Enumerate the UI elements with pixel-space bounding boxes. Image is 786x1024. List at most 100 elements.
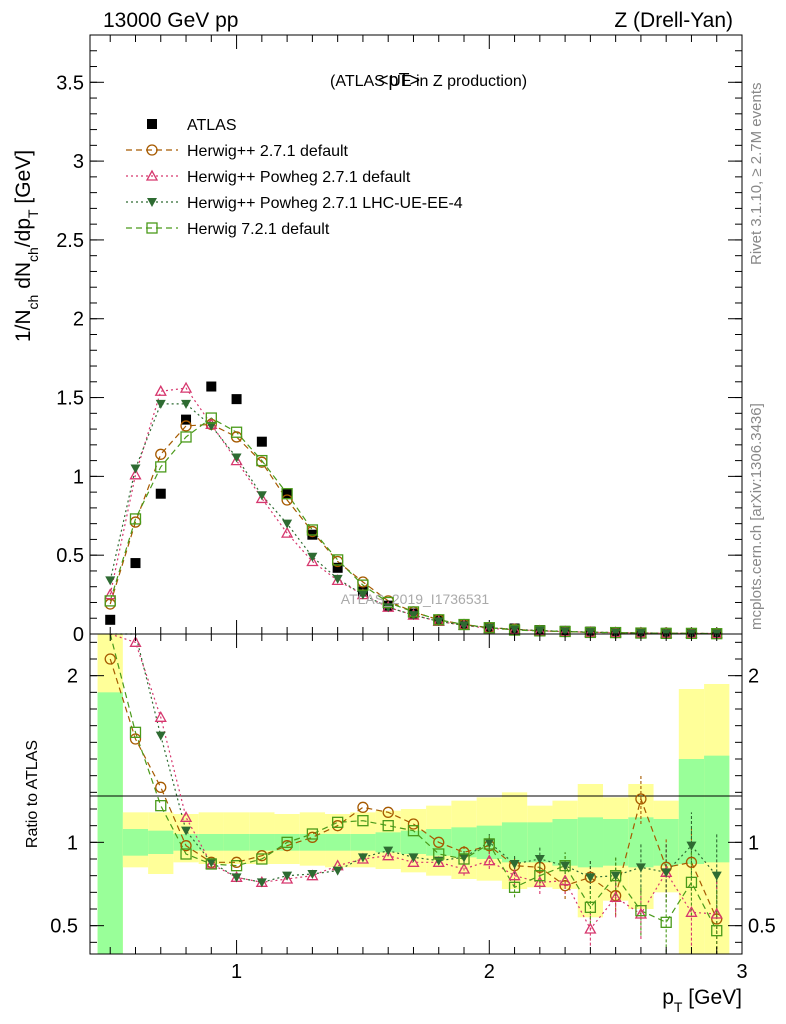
ratio-data-point <box>256 853 268 865</box>
ratio-band-inner <box>577 817 604 868</box>
ratio-data-point <box>584 922 597 934</box>
ratio-data-point <box>155 781 167 793</box>
legend-label: Herwig 7.2.1 default <box>187 221 330 238</box>
ratio-data-point <box>155 731 166 741</box>
upper-data-point <box>231 394 242 405</box>
upper-data-point <box>458 618 470 631</box>
ratio-data-point <box>181 826 192 836</box>
ratio-data-point <box>408 853 419 863</box>
rivet-label: Rivet 3.1.10, ≥ 2.7M events <box>748 83 765 266</box>
upper-data-point <box>205 412 217 424</box>
ratio-band-inner <box>400 830 427 854</box>
xlabel: pT [GeV] <box>662 986 742 1015</box>
ratio-data-point <box>459 853 470 863</box>
ratio-data-point <box>407 825 420 837</box>
upper-ticks: 0 0.5 1 1.5 2 2.5 3 3.5 <box>56 35 743 646</box>
upper-data-point <box>282 519 293 529</box>
upper-data-point <box>230 426 243 438</box>
lower-frame <box>89 633 743 955</box>
ratio-data-point <box>433 836 445 848</box>
ratio-data-point <box>180 848 192 860</box>
ratio-band-inner <box>350 834 376 851</box>
upper-data-point <box>281 488 293 500</box>
upper-data-point <box>104 588 117 600</box>
ratio-data-point <box>129 726 142 738</box>
ratio-data-point <box>508 881 521 893</box>
legend-label: Herwig++ Powheg 2.7.1 LHC-UE-EE-4 <box>187 195 463 212</box>
legend-marker <box>146 144 158 156</box>
ratio-data-point <box>483 838 495 850</box>
ratio-band-inner <box>148 830 174 854</box>
upper-ytick-label: 1.5 <box>56 388 84 410</box>
upper-data-point <box>255 492 268 504</box>
upper-data-point <box>332 574 343 584</box>
ratio-data-point <box>508 869 521 881</box>
upper-data-point <box>231 453 242 463</box>
ratio-data-point <box>206 858 217 868</box>
legend-marker <box>145 169 159 181</box>
upper-ytick-label: 1 <box>73 466 84 488</box>
upper-data-point <box>281 494 293 506</box>
upper-ylabel: 1/Nch dNch/dpT [GeV] <box>12 150 41 342</box>
ratio-bands <box>97 634 730 954</box>
upper-data-point <box>433 617 444 627</box>
upper-data-point <box>130 558 141 569</box>
upper-data-point <box>408 611 419 621</box>
mcplots-label: mcplots.cern.ch [arXiv:1306.3436] <box>748 403 765 630</box>
ratio-data-point <box>558 874 572 886</box>
ratio-data-point <box>357 801 369 813</box>
upper-data-point <box>105 576 116 586</box>
lower-ytick-label: 1 <box>67 832 78 854</box>
ratio-data-point <box>282 871 293 881</box>
ratio-data-point <box>332 816 344 828</box>
ratio-data-point <box>635 793 647 805</box>
upper-data-point <box>256 454 268 467</box>
upper-data-point <box>484 623 495 633</box>
xtick-label: 3 <box>736 961 747 983</box>
upper-ytick-label: 0 <box>73 624 84 646</box>
lower-ytick-label-right: 0.5 <box>748 916 776 938</box>
ratio-data-point <box>534 870 546 882</box>
ratio-data-point <box>356 852 370 864</box>
upper-data-point <box>459 621 470 631</box>
upper-data-point <box>635 628 646 638</box>
ratio-data-point <box>256 878 267 888</box>
ratio-data-point <box>635 905 647 917</box>
upper-data-point <box>104 595 116 607</box>
ratio-data-point <box>484 838 495 848</box>
watermark: ATLAS_2019_I1736531 <box>341 591 490 607</box>
ratio-data-point <box>661 868 672 878</box>
upper-data-point <box>154 384 167 396</box>
lower-ytick-label-right: 1 <box>748 832 759 854</box>
ratio-data-point <box>179 810 193 822</box>
upper-data-point <box>585 628 596 638</box>
ratio-data-point <box>509 860 520 869</box>
upper-data-point <box>281 526 294 538</box>
ratio-data-point <box>357 853 368 863</box>
ratio-data-point <box>584 901 597 913</box>
lower-ylabel: Ratio to ATLAS <box>24 740 41 848</box>
upper-data-point <box>130 464 141 474</box>
upper-ytick-label: 2.5 <box>56 230 84 252</box>
upper-data-point <box>610 628 621 638</box>
ratio-data-point <box>180 840 192 852</box>
ratio-band-inner <box>653 819 679 866</box>
legend-label: Herwig++ Powheg 2.7.1 default <box>187 169 411 186</box>
upper-data-point <box>256 491 267 501</box>
ratio-data-point <box>281 872 294 884</box>
ratio-band-inner <box>325 834 351 851</box>
ratio-data-point <box>306 828 319 840</box>
upper-data-point <box>307 552 318 562</box>
upper-data-point <box>206 381 217 392</box>
ratio-data-point <box>230 860 243 872</box>
upper-data-point <box>155 461 167 473</box>
ratio-data-point <box>609 890 622 902</box>
ratio-data-point <box>585 873 596 883</box>
upper-data-point <box>407 606 420 618</box>
ratio-data-point <box>609 870 622 882</box>
ratio-data-point <box>155 800 167 812</box>
upper-data-point <box>306 524 319 536</box>
ratio-data-point <box>154 710 167 722</box>
ratio-data-point <box>534 855 545 864</box>
